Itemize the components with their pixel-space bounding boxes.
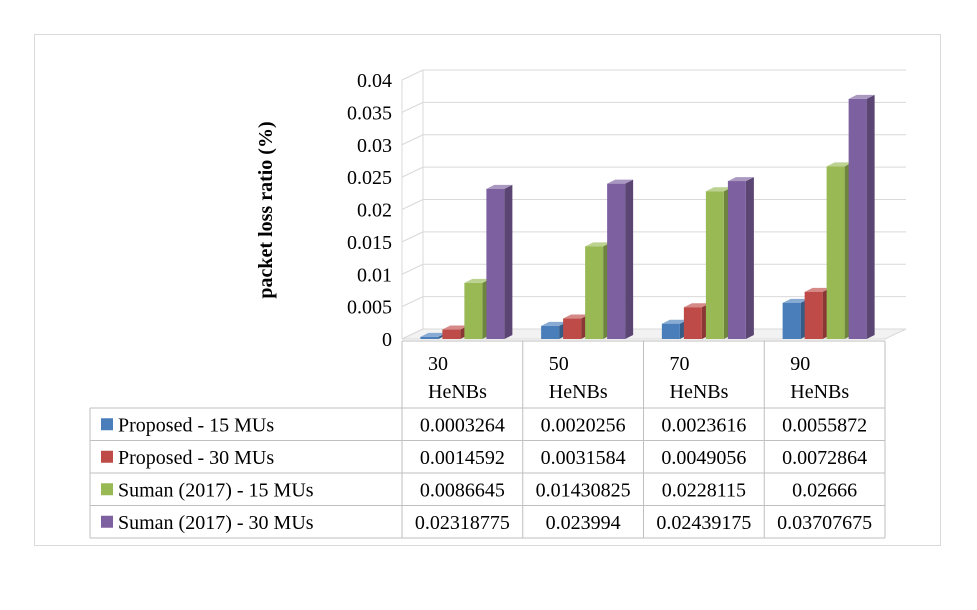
data-table-value: 0.0049056	[661, 447, 746, 469]
y-tick-label: 0.01	[357, 264, 392, 286]
data-table-value: 0.0031584	[541, 447, 626, 469]
bar-top	[442, 325, 469, 330]
legend-label: Proposed - 30 MUs	[118, 447, 274, 469]
bar-top	[826, 162, 853, 167]
data-table-value: 0.02318775	[415, 512, 510, 534]
data-table-value: 0.02666	[792, 479, 857, 501]
side-gridline	[401, 166, 424, 178]
legend-label: Proposed - 15 MUs	[118, 414, 274, 436]
bar	[705, 191, 724, 339]
bar-top	[541, 321, 568, 326]
bar	[661, 323, 680, 339]
bar	[585, 246, 604, 339]
chart: 0 0.005 0.01 0.015 0.02 0.025 0.03 0.035 0.04 pac…	[89, 69, 907, 539]
data-table-value: 0.0023616	[661, 414, 746, 436]
bar-side	[745, 177, 754, 339]
chart-floor	[401, 328, 907, 340]
bar	[848, 98, 867, 340]
x-category-label: HeNBs	[428, 381, 487, 403]
x-category-label: 90	[790, 353, 810, 375]
data-table-value: 0.03707675	[777, 512, 872, 534]
bar	[541, 325, 560, 339]
bar-top	[563, 314, 590, 319]
legend-swatch	[101, 483, 113, 496]
legend-swatch	[101, 515, 113, 528]
x-category-label: 50	[549, 353, 569, 375]
bar-top	[804, 287, 831, 292]
figure-caption	[0, 576, 977, 610]
bar-top	[486, 184, 513, 189]
x-category-label: HeNBs	[790, 381, 849, 403]
side-gridline	[401, 296, 424, 308]
legend-swatch	[101, 418, 113, 431]
bar-side	[504, 184, 513, 339]
bar	[683, 307, 702, 339]
bar	[804, 291, 823, 339]
bar	[826, 166, 845, 339]
bar	[464, 282, 483, 339]
bar-top	[848, 94, 875, 99]
bar-side	[625, 179, 634, 339]
bar-top	[727, 177, 754, 182]
bar	[782, 302, 801, 339]
bar	[486, 188, 505, 339]
bar	[563, 318, 582, 339]
bar-side	[866, 94, 875, 340]
data-table-value: 0.0020256	[541, 414, 626, 436]
bar	[607, 183, 626, 339]
y-tick-label: 0.005	[347, 297, 392, 319]
side-gridline	[401, 199, 424, 210]
y-tick-label: 0.035	[347, 102, 392, 124]
bar	[442, 329, 461, 339]
data-table-value: 0.0086645	[420, 479, 505, 501]
y-tick-label: 0	[382, 329, 392, 351]
bar-top	[705, 187, 732, 192]
data-table-value: 0.0228115	[662, 479, 746, 501]
bar	[727, 181, 746, 339]
bar	[420, 336, 439, 339]
data-table-value: 0.02439175	[656, 512, 751, 534]
y-tick-label: 0.025	[347, 167, 392, 189]
bar-top	[464, 278, 491, 283]
x-category-label: 30	[428, 353, 448, 375]
data-table-value: 0.023994	[546, 512, 621, 534]
bar-top	[782, 298, 809, 303]
legend-label: Suman (2017) - 15 MUs	[118, 479, 314, 501]
bar-top	[683, 303, 710, 308]
data-table-value: 0.0072864	[782, 447, 867, 469]
x-category-label: HeNBs	[670, 381, 729, 403]
data-table-value: 0.0003264	[420, 414, 505, 436]
y-tick-label: 0.04	[357, 70, 392, 92]
data-table-value: 0.0055872	[782, 414, 867, 436]
x-category-label: HeNBs	[549, 381, 608, 403]
side-gridline	[401, 263, 424, 275]
bar-top	[420, 332, 447, 337]
bar-top	[607, 179, 634, 184]
side-gridline	[401, 231, 424, 243]
bar-top	[585, 242, 612, 247]
legend-swatch	[101, 450, 113, 463]
y-tick-label: 0.02	[357, 200, 392, 222]
y-tick-label: 0.015	[347, 232, 392, 254]
data-table-value: 0.0014592	[420, 447, 505, 469]
data-table-value: 0.01430825	[536, 479, 631, 501]
bar-top	[661, 319, 688, 324]
y-tick-label: 0.03	[357, 135, 392, 157]
x-category-label: 70	[670, 353, 690, 375]
side-gridline	[401, 134, 424, 146]
side-gridline	[401, 69, 424, 81]
y-axis-label: packet loss ratio (%)	[255, 121, 277, 298]
legend-label: Suman (2017) - 30 MUs	[118, 512, 314, 534]
side-gridline	[401, 101, 424, 113]
